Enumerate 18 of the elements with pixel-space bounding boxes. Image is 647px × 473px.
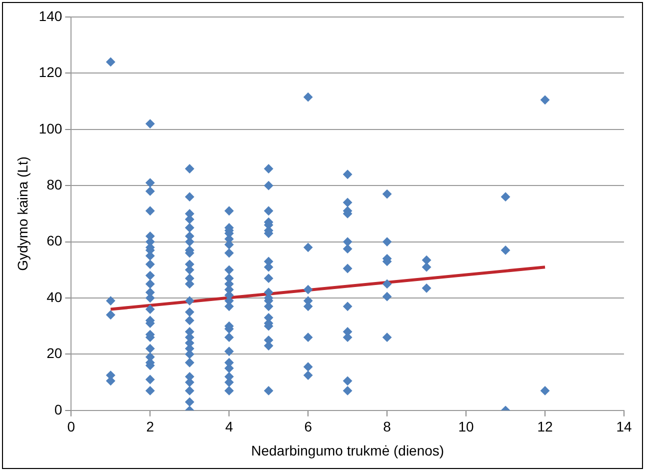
x-tick-label: 8 bbox=[383, 418, 392, 435]
y-axis-title: Gydymo kaina (Lt) bbox=[14, 156, 30, 271]
x-tick-label: 4 bbox=[225, 418, 234, 435]
x-tick-label: 14 bbox=[616, 418, 632, 435]
x-tick-label: 12 bbox=[537, 418, 554, 435]
y-tick-label: 140 bbox=[38, 8, 62, 24]
y-tick-label: 0 bbox=[54, 401, 62, 418]
x-tick-label: 6 bbox=[304, 418, 312, 435]
y-tick-label: 80 bbox=[46, 176, 62, 192]
x-axis-title: Nedarbingumo trukmė (dienos) bbox=[251, 442, 444, 458]
x-tick-label: 0 bbox=[67, 418, 76, 435]
y-tick-label: 100 bbox=[38, 120, 62, 136]
x-tick-label: 2 bbox=[146, 418, 154, 435]
y-tick-label: 120 bbox=[38, 64, 62, 80]
x-tick-label: 10 bbox=[458, 418, 474, 435]
y-tick-label: 20 bbox=[46, 345, 62, 362]
y-tick-label: 40 bbox=[46, 288, 62, 305]
y-tick-label: 60 bbox=[46, 232, 62, 249]
